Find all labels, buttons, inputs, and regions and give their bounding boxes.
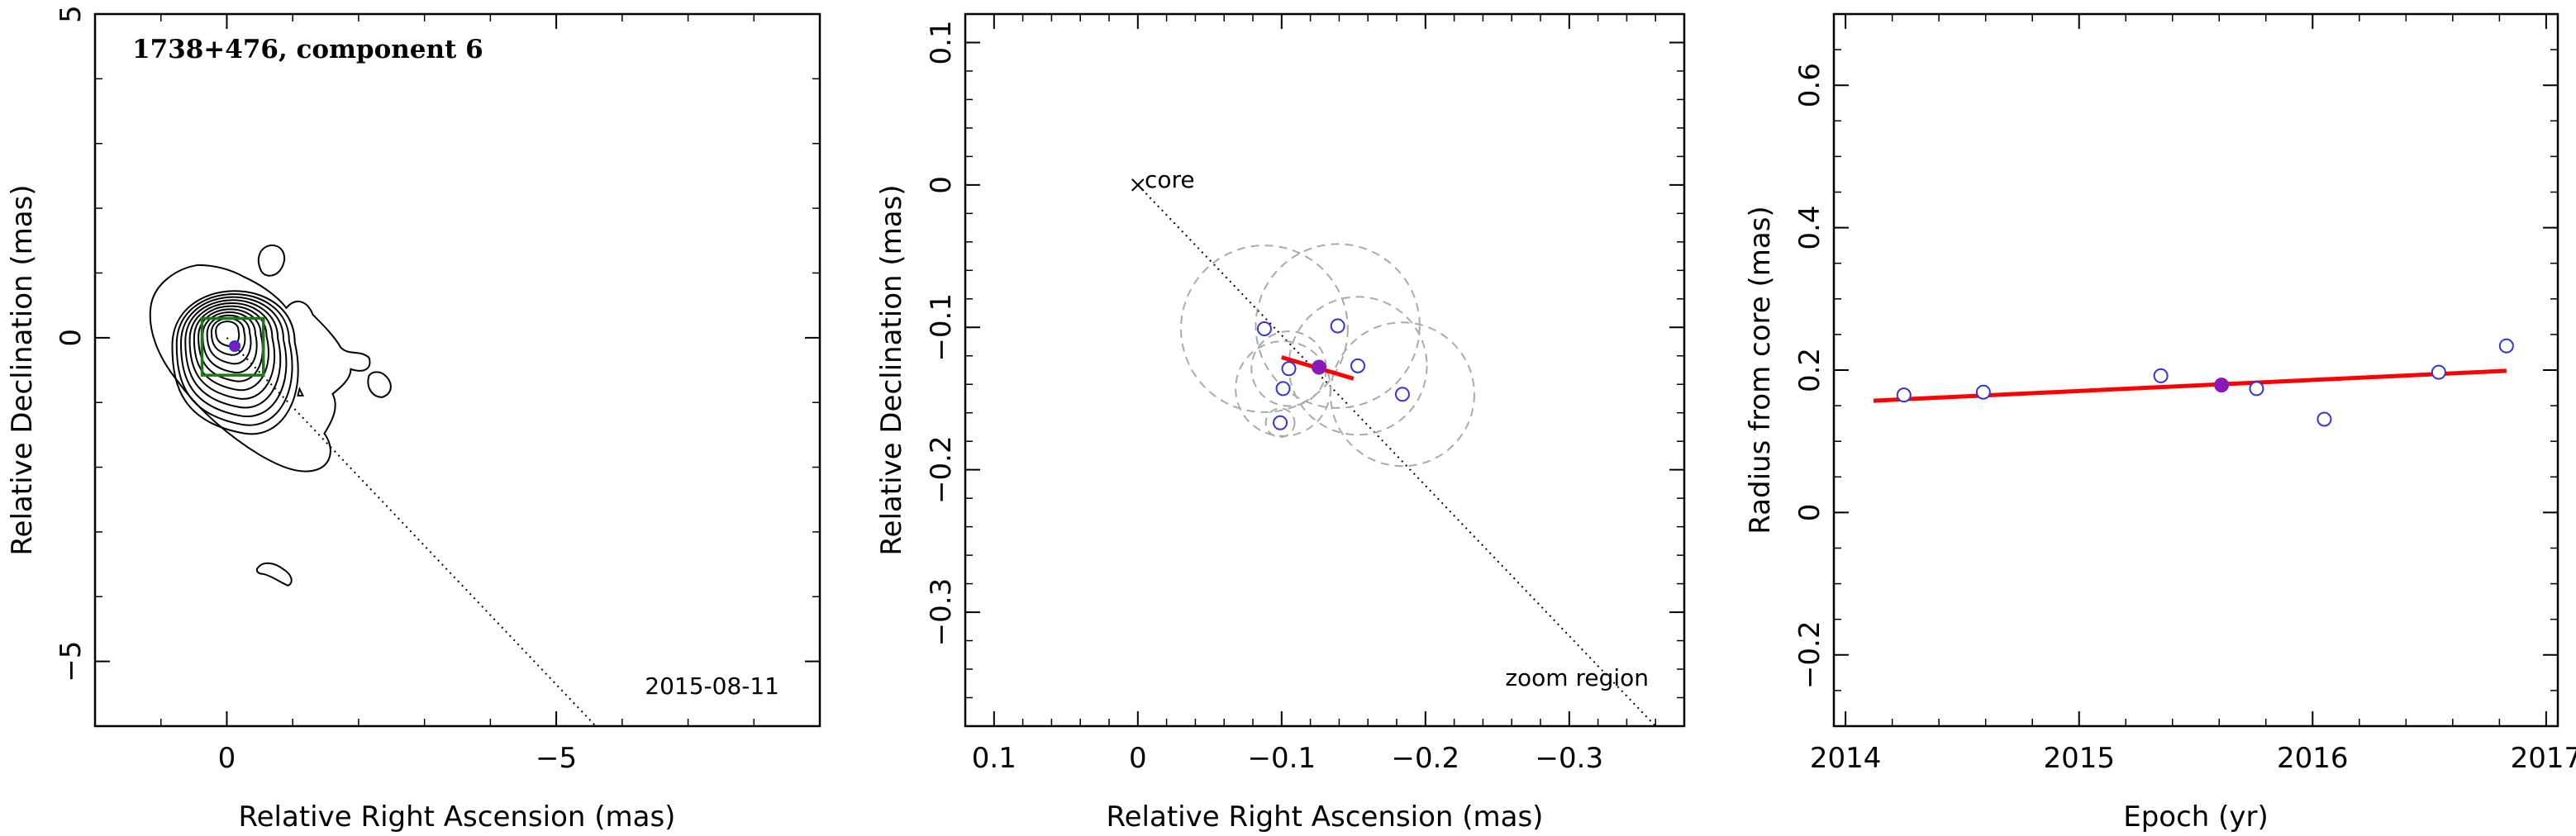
map-title: 1738+476, component 6	[132, 35, 483, 64]
x-tick-label: 2016	[2277, 742, 2349, 775]
y-tick-label: 0	[1793, 504, 1826, 522]
x-axis-label: Relative Right Ascension (mas)	[1107, 800, 1544, 834]
y-axis-label: Radius from core (mas)	[1744, 206, 1777, 534]
x-tick-label: 2014	[1810, 742, 1882, 775]
x-axis-label: Relative Right Ascension (mas)	[239, 800, 676, 834]
error-circle	[1329, 321, 1475, 468]
radius-data	[1873, 338, 2514, 427]
observation-point	[1330, 318, 1345, 334]
observation-point	[1975, 384, 1991, 400]
error-circle	[1255, 243, 1421, 409]
observation-point	[1281, 361, 1297, 377]
x-tick-label: 2015	[2043, 742, 2115, 775]
contour-outer	[149, 264, 371, 473]
axis-ticks: 0 −5 −5 0 5	[55, 5, 821, 775]
y-tick-label: 5	[55, 5, 88, 23]
contour-level	[198, 308, 264, 382]
observation-point	[2153, 368, 2169, 383]
x-tick-label: −0.2	[1392, 742, 1460, 775]
core-label: core	[1145, 166, 1195, 193]
contour-island	[255, 562, 293, 587]
contour-level	[171, 290, 299, 435]
axis-ticks: 0.1 0 −0.1 −0.2 −0.3 −0.3 −0.2 −0.1 0 0.1	[925, 13, 1685, 775]
observation-point	[1350, 358, 1366, 373]
x-tick-label: 0	[218, 742, 236, 775]
component-marker	[229, 340, 241, 353]
jet-direction-line	[1137, 184, 1656, 726]
axis-ticks: 2014 2015 2016 2017 −0.2 0 0.2 0.4 0.6	[1793, 13, 2576, 775]
zoom-data	[1131, 178, 1656, 726]
y-tick-label: 0.4	[1793, 206, 1826, 250]
observation-point	[1394, 387, 1410, 402]
panel-radius-epoch: 2014 2015 2016 2017 −0.2 0 0.2 0.4 0.6 Epoch (yr…	[1744, 12, 2576, 834]
contour-level	[180, 296, 288, 418]
y-axis-label: Relative Declination (mas)	[875, 184, 908, 555]
contour-lines	[149, 244, 392, 587]
map-overlay	[200, 316, 597, 726]
zoom-region-box	[200, 316, 265, 377]
observation-point	[1275, 381, 1291, 397]
contour-island	[297, 386, 305, 397]
x-tick-label: −0.1	[1248, 742, 1317, 775]
y-tick-label: −0.2	[1793, 621, 1826, 690]
contour-level	[202, 311, 258, 373]
plot-frame	[964, 12, 1686, 728]
error-circle	[1180, 245, 1349, 413]
plot-frame	[1832, 12, 2559, 728]
x-tick-label: 0	[1129, 742, 1147, 775]
x-tick-label: 0.1	[972, 742, 1017, 775]
contour-island	[367, 371, 392, 398]
panel-zoom-region: 0.1 0 −0.1 −0.2 −0.3 −0.3 −0.2 −0.1 0 0.1 core zo…	[875, 12, 1686, 834]
current-epoch-point	[1312, 359, 1327, 375]
x-tick-label: −5	[536, 742, 577, 775]
y-tick-label: −0.1	[925, 293, 958, 362]
observation-point	[2498, 338, 2514, 354]
contour-level	[184, 299, 282, 409]
observation-point	[1273, 415, 1288, 430]
current-epoch-point	[2214, 378, 2230, 393]
contour-island	[257, 244, 285, 277]
observation-point	[1256, 321, 1272, 337]
jet-direction-line	[226, 337, 597, 726]
contour-level	[206, 314, 252, 365]
y-tick-label: 0.1	[925, 20, 958, 64]
contour-level	[188, 302, 276, 400]
observation-point	[2431, 364, 2446, 380]
contour-level	[175, 292, 293, 426]
observation-date: 2015-08-11	[645, 672, 779, 700]
plot-frame	[93, 12, 821, 728]
core-marker	[1131, 178, 1145, 192]
y-axis-label: Relative Declination (mas)	[6, 184, 39, 555]
y-tick-label: 0.6	[1793, 63, 1826, 107]
error-circle	[1264, 407, 1296, 439]
x-axis-label: Epoch (yr)	[2123, 800, 2269, 834]
y-tick-label: −0.2	[925, 435, 958, 504]
y-tick-label: 0.2	[1793, 348, 1826, 392]
x-tick-label: 2017	[2511, 742, 2576, 775]
fit-line	[1873, 368, 2507, 403]
y-tick-label: 0	[55, 329, 88, 347]
panel-contour-map: 0 −5 −5 0 5 1738+476, component 6 2015-08-11…	[6, 5, 821, 834]
zoom-region-label: zoom region	[1505, 664, 1649, 691]
observation-point	[2249, 381, 2264, 397]
observation-point	[2316, 411, 2332, 427]
x-tick-label: −0.3	[1536, 742, 1604, 775]
y-tick-label: −5	[55, 641, 88, 682]
observation-point	[1896, 387, 1912, 403]
y-tick-label: 0	[925, 176, 958, 194]
y-tick-label: −0.3	[925, 578, 958, 647]
